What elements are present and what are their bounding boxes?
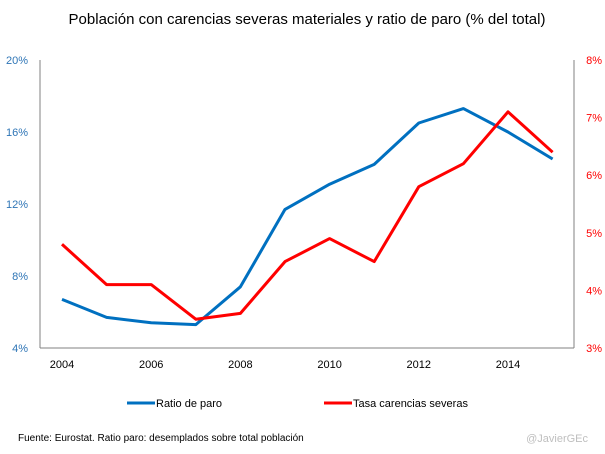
source-note: Fuente: Eurostat. Ratio paro: desemplado… [18,433,304,444]
left-tick-label: 16% [6,127,28,139]
x-tick-label: 2014 [496,359,520,371]
x-tick-label: 2008 [228,359,252,371]
left-tick-label: 4% [12,343,28,355]
series-line-ratio-de-paro [61,107,554,327]
right-tick-label: 8% [586,55,602,67]
legend-label-ratio-paro: Ratio de paro [156,398,222,410]
legend: Ratio de paro Tasa carencias severas [127,398,468,410]
right-tick-label: 4% [586,285,602,297]
left-tick-label: 12% [6,199,28,211]
right-axis-ticks: 3% 4% 5% 6% 7% 8% [586,55,602,355]
legend-item-tasa-carencias: Tasa carencias severas [324,398,468,410]
right-tick-label: 6% [586,170,602,182]
left-axis-ticks: 4% 8% 12% 16% 20% [6,55,28,355]
right-tick-label: 7% [586,113,602,125]
author-credit: @JavierGEc [526,433,588,445]
chart-title: Población con carencias severas material… [69,11,546,28]
right-tick-label: 5% [586,228,602,240]
legend-item-ratio-paro: Ratio de paro [127,398,222,410]
x-axis-ticks: 2004 2006 2008 2010 2012 2014 [50,359,520,371]
x-tick-label: 2006 [139,359,163,371]
series-lines [60,107,554,327]
right-tick-label: 3% [586,343,602,355]
left-tick-label: 8% [12,271,28,283]
series-line-tasa-carencias-severas [60,110,554,321]
x-tick-label: 2012 [407,359,431,371]
x-tick-label: 2004 [50,359,74,371]
legend-label-tasa-carencias: Tasa carencias severas [353,398,468,410]
left-tick-label: 20% [6,55,28,67]
x-tick-label: 2010 [317,359,341,371]
